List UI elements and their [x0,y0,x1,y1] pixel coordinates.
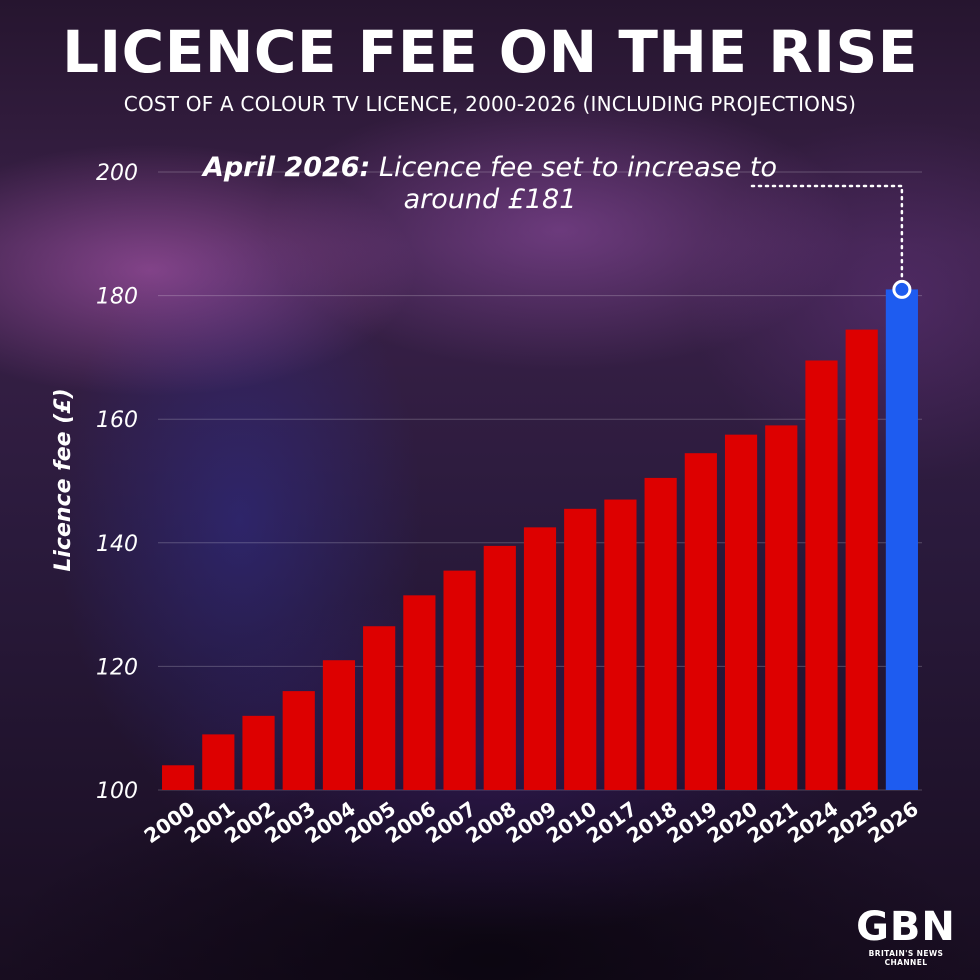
y-tick-label: 160 [96,408,138,433]
bar-2000 [162,765,195,790]
bar-2005 [363,626,396,790]
y-tick-label: 200 [96,161,138,186]
y-tick-label: 100 [96,779,138,804]
gbn-logo: GBN BRITAIN'S NEWS CHANNEL [846,906,966,967]
bar-2002 [242,715,275,790]
y-tick-label: 180 [96,285,138,310]
logo-tagline: BRITAIN'S NEWS CHANNEL [868,949,944,967]
bar-2003 [282,691,315,790]
bar-2010 [564,508,597,790]
annotation-leader-line [750,184,904,279]
y-tick-label: 120 [96,655,138,680]
annotation-body: Licence fee set to increase to around £1… [370,152,778,215]
highlight-marker [892,279,912,299]
bar-2026 [885,289,918,790]
y-axis-ticks: 100 120 140 160 180 200 [96,161,138,804]
y-tick-label: 140 [96,532,138,557]
annotation-text: April 2026: Licence fee set to increase … [200,152,780,216]
annotation-bold: April 2026: [202,152,371,183]
bar-2004 [322,660,356,790]
bar-2025 [845,329,878,790]
bar-2019 [684,453,717,790]
bars [162,289,918,790]
bar-2008 [483,545,516,790]
bar-2024 [805,360,838,790]
bar-2007 [443,570,476,790]
bar-2009 [523,527,557,790]
bar-2018 [644,477,677,790]
bar-2021 [765,425,798,790]
x-axis-ticks: 2000200120022003200420052006200720082009… [140,796,923,848]
bar-2006 [403,595,436,790]
logo-mark: GBN [856,904,956,950]
bar-2020 [724,434,758,790]
chart-title: LICENCE FEE ON THE RISE [62,18,918,86]
chart-subtitle: COST OF A COLOUR TV LICENCE, 2000-2026 (… [123,92,857,116]
bar-2017 [604,499,637,790]
bar-2001 [202,734,235,790]
y-axis-label: Licence fee (£) [51,388,76,571]
annotation-callout [750,184,912,299]
